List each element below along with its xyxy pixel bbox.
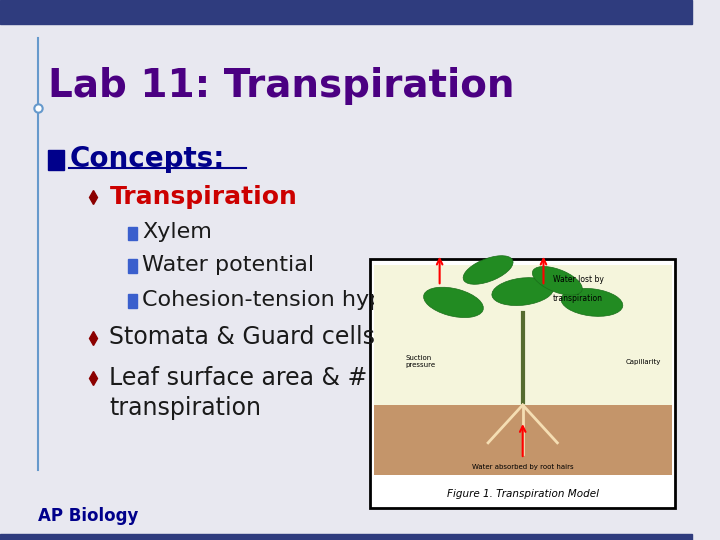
Bar (128, 294, 137, 308)
Text: Concepts:: Concepts: (69, 145, 225, 173)
Text: Xylem: Xylem (142, 222, 212, 242)
Text: Figure 1. Transpiration Model: Figure 1. Transpiration Model (446, 489, 599, 499)
Text: Cohesion-tension hypothesis: Cohesion-tension hypothesis (142, 289, 463, 310)
Bar (128, 227, 137, 240)
Text: Lab 11: Transpiration: Lab 11: Transpiration (48, 68, 515, 105)
Bar (374, 265, 672, 405)
Text: transpiration: transpiration (109, 396, 261, 420)
Ellipse shape (561, 288, 623, 316)
Text: Transpiration: Transpiration (109, 185, 297, 209)
Ellipse shape (492, 278, 554, 306)
Bar (0, 0, 693, 24)
Text: Water potential: Water potential (142, 254, 314, 275)
Text: Water lost by: Water lost by (553, 275, 603, 285)
Text: AP Biology: AP Biology (38, 507, 138, 525)
Text: transpiration: transpiration (553, 294, 603, 303)
Text: Water absorbed by root hairs: Water absorbed by root hairs (472, 464, 574, 470)
Ellipse shape (463, 256, 513, 284)
Bar (128, 259, 137, 273)
Text: Capillarity: Capillarity (626, 359, 661, 365)
Bar (370, 259, 675, 508)
Ellipse shape (423, 287, 483, 318)
Text: Stomata & Guard cells: Stomata & Guard cells (109, 326, 375, 349)
Bar (374, 405, 672, 475)
Ellipse shape (532, 267, 582, 295)
Text: Leaf surface area & # stomata vs.  rate of: Leaf surface area & # stomata vs. rate o… (109, 366, 607, 390)
Text: Suction
pressure: Suction pressure (405, 355, 435, 368)
Bar (0, 534, 693, 540)
Bar (48, 150, 63, 170)
